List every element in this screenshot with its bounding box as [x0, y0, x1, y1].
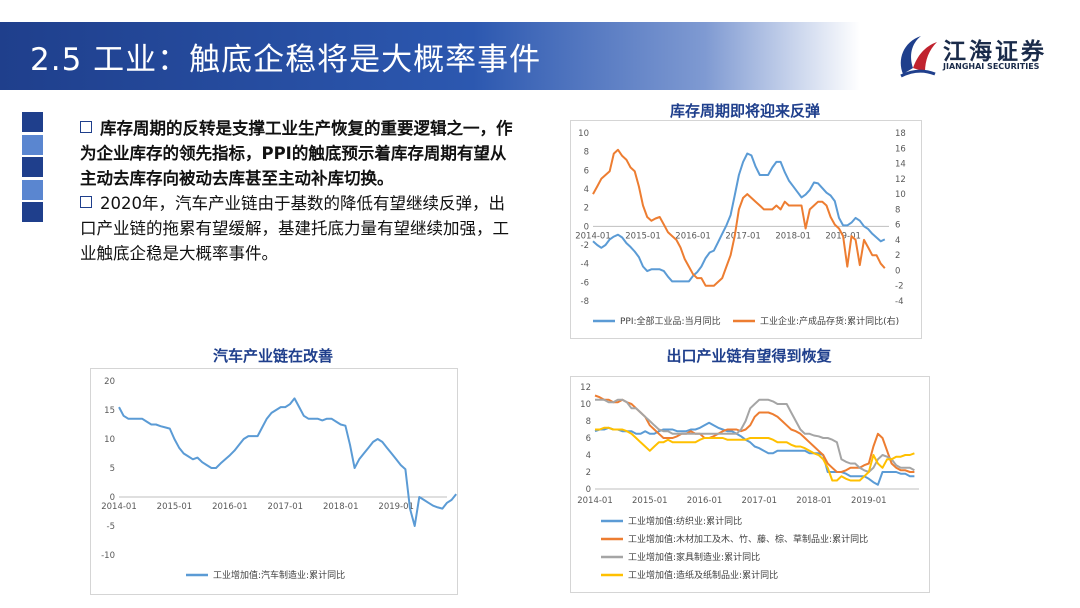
chart3-title: 出口产业链有望得到恢复	[666, 347, 832, 365]
series-line-1	[118, 397, 457, 527]
y-tick-label: 4	[586, 451, 591, 461]
bullet-1-text: 库存周期的反转是支撑工业生产恢复的重要逻辑之一，作为企业库存的领先指标，PPI的…	[80, 119, 513, 188]
legend-label-2: 工业增加值:木材加工及木、竹、藤、棕、草制品业:累计同比	[628, 533, 868, 545]
y2-tick-label: 12	[895, 175, 906, 185]
y-tick-label: -8	[581, 297, 589, 307]
y2-tick-label: -4	[895, 297, 903, 307]
x-tick-label: 2016-01	[212, 502, 248, 512]
y-tick-label: 2	[584, 204, 589, 214]
x-tick-label: 2018-01	[323, 502, 359, 512]
x-tick-label: 2017-01	[742, 496, 778, 506]
header: 2.5 工业：触底企稳将是大概率事件 江海证券 JIANGHAI SECURIT…	[0, 22, 1080, 90]
x-tick-label: 2017-01	[725, 231, 761, 241]
chart2-svg: 20 15 10 5 0 -5 -10 2014-01 2015-01 2016-01 2017-0…	[101, 377, 457, 581]
series-line-3	[595, 398, 915, 473]
y-tick-label: 20	[104, 377, 115, 387]
x-tick-label: 2019-01	[851, 496, 887, 506]
chart1-panel: 10 8 6 4 2 0 -2 -4 -6 -8 18 16 14 12 10 8 6 4 2 0 -2 -4 2014-0…	[570, 120, 922, 339]
x-tick-label: 2015-01	[157, 502, 193, 512]
chart1-svg: 10 8 6 4 2 0 -2 -4 -6 -8 18 16 14 12 10 8 6 4 2 0 -2 -4 2014-0…	[575, 129, 906, 327]
x-tick-label: 2016-01	[675, 231, 711, 241]
x-tick-label: 2018-01	[796, 496, 832, 506]
x-tick-label: 2017-01	[268, 502, 304, 512]
y2-tick-label: 6	[895, 221, 900, 231]
y2-tick-label: 10	[895, 190, 906, 200]
series-line-4	[595, 426, 915, 482]
series-line-1	[592, 152, 886, 283]
y2-tick-label: 8	[895, 205, 900, 215]
y-tick-label: 15	[104, 406, 115, 416]
legend-label-2: 工业企业:产成品存货:累计同比(右)	[760, 315, 899, 327]
y2-tick-label: -2	[895, 282, 903, 292]
y-tick-label: 2	[586, 468, 591, 478]
chart1-title: 库存周期即将迎来反弹	[669, 102, 820, 120]
legend-label-1: PPI:全部工业品:当月同比	[620, 315, 721, 327]
bullet-list: 库存周期的反转是支撑工业生产恢复的重要逻辑之一，作为企业库存的领先指标，PPI的…	[80, 116, 520, 266]
x-tick-label: 2014-01	[577, 496, 613, 506]
y-tick-label: 0	[584, 222, 589, 232]
y-tick-label: -6	[581, 278, 589, 288]
page-title: 2.5 工业：触底企稳将是大概率事件	[30, 42, 542, 78]
y-tick-label: 0	[586, 485, 591, 495]
bullet-2-text: 2020年，汽车产业链由于基数的降低有望继续反弹，出口产业链的拖累有望缓解，基建…	[80, 194, 509, 263]
y-tick-label: 8	[584, 148, 589, 158]
x-tick-label: 2015-01	[632, 496, 668, 506]
y2-tick-label: 16	[895, 144, 906, 154]
y-tick-label: 0	[110, 493, 115, 503]
legend-label-1: 工业增加值:汽车制造业:累计同比	[213, 569, 345, 581]
legend-label-1: 工业增加值:纺织业:累计同比	[628, 515, 742, 527]
square-2	[22, 134, 43, 155]
bullet-2: 2020年，汽车产业链由于基数的降低有望继续反弹，出口产业链的拖累有望缓解，基建…	[80, 191, 520, 266]
x-tick-label: 2019-01	[378, 502, 414, 512]
series-line-1	[594, 421, 915, 486]
y-tick-label: -5	[107, 522, 115, 532]
checkbox-bullet-icon	[80, 196, 92, 208]
decorative-squares	[22, 112, 43, 225]
legend-label-4: 工业增加值:造纸及纸制品业:累计同比	[628, 569, 778, 581]
y-tick-label: 8	[586, 417, 591, 427]
y2-tick-label: 14	[895, 160, 906, 170]
y-tick-label: -2	[581, 241, 589, 251]
y2-tick-label: 4	[895, 236, 900, 246]
header-bar: 2.5 工业：触底企稳将是大概率事件	[0, 22, 860, 90]
y-tick-label: 10	[580, 400, 591, 410]
y-tick-label: 4	[584, 185, 589, 195]
logo-name: 江海证券	[943, 39, 1047, 65]
square-1	[22, 112, 43, 132]
series-line-2	[592, 148, 886, 287]
y2-tick-label: 18	[895, 129, 906, 139]
checkbox-bullet-icon	[80, 121, 92, 133]
logo-emblem-icon	[900, 36, 937, 78]
x-tick-label: 2015-01	[625, 231, 661, 241]
y-tick-label: 5	[110, 464, 115, 474]
chart2-panel: 20 15 10 5 0 -5 -10 2014-01 2015-01 2016-01 2017-0…	[90, 368, 458, 595]
logo-english-name: JIANGHAI SECURITIES	[943, 62, 1040, 71]
x-tick-label: 2016-01	[687, 496, 723, 506]
legend-label-3: 工业增加值:家具制造业:累计同比	[628, 551, 760, 563]
y-tick-label: 6	[586, 434, 591, 444]
x-tick-label: 2014-01	[101, 502, 137, 512]
company-logo: 江海证券 JIANGHAI SECURITIES	[895, 30, 1070, 86]
y-tick-label: -10	[101, 551, 115, 561]
y-tick-label: -4	[581, 260, 589, 270]
square-5	[22, 202, 43, 222]
chart3-panel: 12 10 8 6 4 2 0 2014-01 2015-01 2016-01 2017-01 201…	[570, 376, 930, 593]
chart2-title: 汽车产业链在改善	[212, 347, 333, 365]
square-4	[22, 179, 43, 200]
y2-tick-label: 0	[895, 266, 900, 276]
y-tick-label: 12	[580, 383, 591, 393]
y-tick-label: 10	[104, 435, 115, 445]
series-line-2	[594, 394, 915, 473]
y-tick-label: 6	[584, 166, 589, 176]
square-3	[22, 157, 43, 177]
x-tick-label: 2014-01	[575, 231, 611, 241]
bullet-1: 库存周期的反转是支撑工业生产恢复的重要逻辑之一，作为企业库存的领先指标，PPI的…	[80, 116, 520, 191]
y2-tick-label: 2	[895, 251, 900, 261]
x-tick-label: 2018-01	[775, 231, 811, 241]
y-tick-label: 10	[578, 129, 589, 139]
